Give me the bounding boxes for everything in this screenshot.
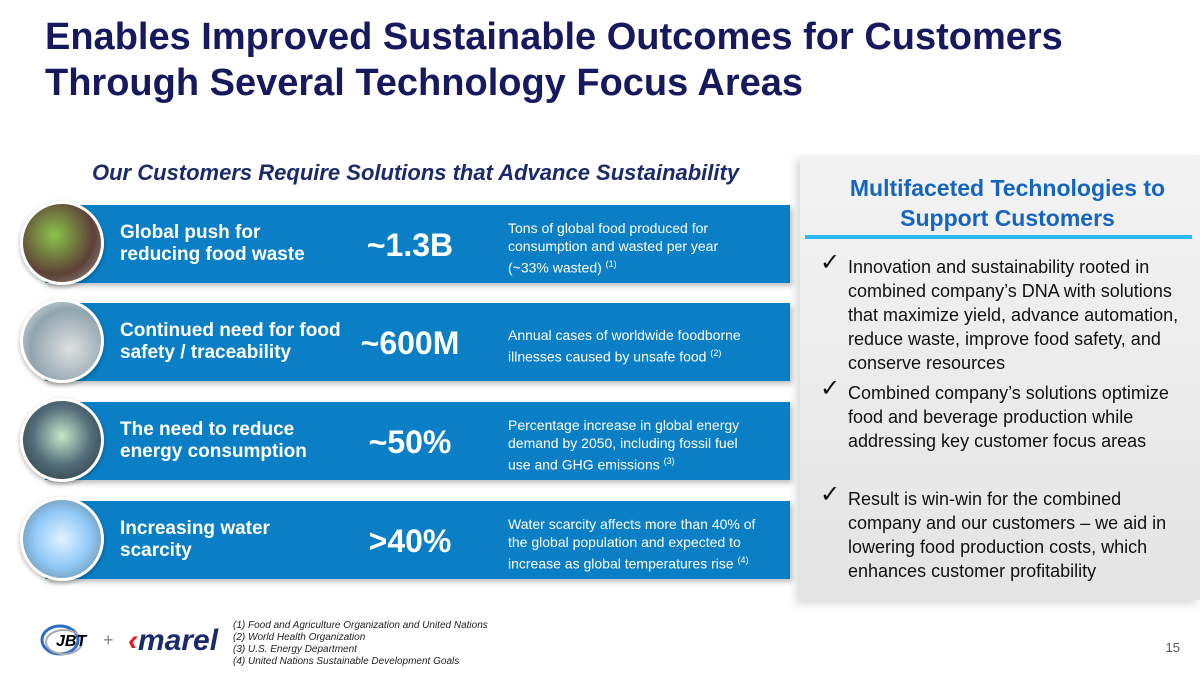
panel-title: Multifaceted Technologies to Support Cust… (849, 175, 1166, 231)
checkmark-icon: ✓ (820, 375, 841, 402)
focus-area-row: The need to reduce energy consumption ~50… (45, 402, 790, 480)
focus-area-description: Tons of global food produced for consumpt… (508, 220, 719, 276)
page-title: Enables Improved Sustainable Outcomes fo… (45, 16, 1063, 104)
focus-area-heading: The need to reduce energy consumption (120, 419, 307, 462)
jbt-logo: JBT (38, 622, 98, 663)
focus-area-heading: Increasing water scarcity (120, 518, 270, 561)
focus-area-photo (20, 398, 104, 482)
focus-area-row: Global push for reducing food waste ~1.3B… (45, 205, 790, 283)
focus-area-description: Annual cases of worldwide foodborne illne… (508, 327, 741, 365)
focus-area-description: Water scarcity affects more than 40% of t… (508, 516, 756, 572)
focus-area-stat: ~1.3B (366, 227, 454, 263)
page-number: 15 (1165, 640, 1180, 655)
focus-area-stat: >40% (368, 523, 452, 559)
focus-area-description: Percentage increase in global energy dema… (508, 417, 740, 473)
logo-plus: + (103, 630, 114, 650)
marel-logo: ‹marel (128, 624, 219, 657)
focus-area-row: Increasing water scarcity >40% Water scar… (45, 501, 790, 579)
technologies-panel: Multifaceted Technologies to Support Cust… (800, 155, 1200, 600)
bullet-item: ✓ Combined company’s solutions optimize f… (820, 375, 1169, 452)
focus-area-heading: Continued need for food safety / traceabi… (120, 320, 341, 363)
svg-text:JBT: JBT (56, 633, 87, 650)
focus-area-stat: ~50% (368, 424, 452, 460)
bullet-item: ✓ Innovation and sustainability rooted in… (820, 249, 1179, 374)
focus-area-photo (20, 201, 104, 285)
focus-area-stat: ~600M (360, 325, 460, 361)
section-subtitle: Our Customers Require Solutions that Adv… (92, 160, 740, 185)
focus-area-photo (20, 497, 104, 581)
focus-area-row: Continued need for food safety / traceabi… (45, 303, 790, 381)
divider (805, 235, 1192, 239)
checkmark-icon: ✓ (820, 481, 841, 508)
focus-area-photo (20, 299, 104, 383)
focus-area-heading: Global push for reducing food waste (120, 222, 305, 265)
bullet-item: ✓ Result is win-win for the combined comp… (820, 481, 1167, 582)
checkmark-icon: ✓ (820, 249, 841, 276)
footnotes: (1) Food and Agriculture Organization an… (233, 620, 488, 667)
